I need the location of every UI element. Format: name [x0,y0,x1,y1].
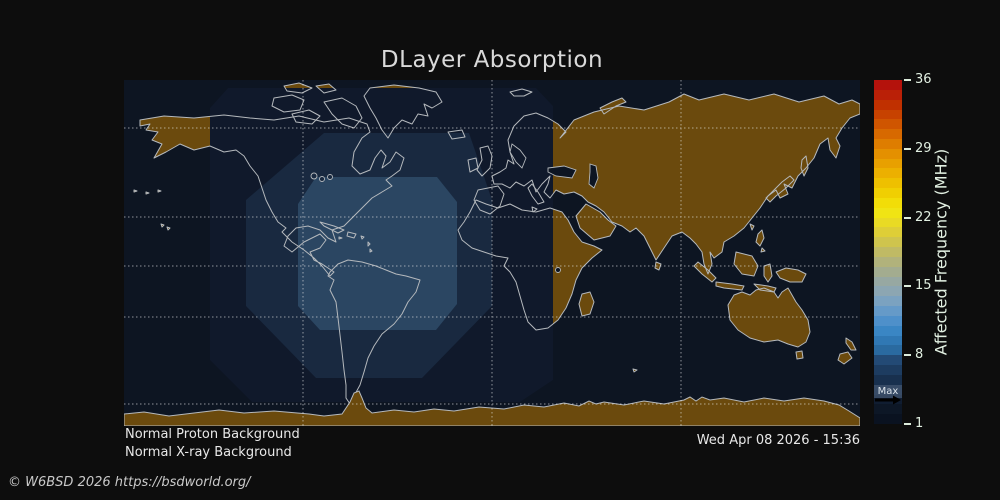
colorbar-tick-label: 1 [915,416,924,431]
colorbar-band [874,158,902,169]
colorbar-band [874,167,902,179]
colorbar-tick-label: 22 [915,209,932,225]
status-block: Normal Proton Background Normal X-ray Ba… [125,426,300,462]
gridlines [124,80,860,426]
great-lake-2 [319,176,325,182]
colorbar-band [874,217,902,228]
colorbar-band [874,364,902,375]
great-lake-1 [310,172,318,180]
colorbar-band [874,226,902,238]
colorbar-band [874,413,902,424]
colorbar-tick-mark [904,79,911,81]
colorbar-band [874,207,902,218]
colorbar-band [874,79,902,90]
colorbar-band [874,403,902,415]
colorbar-band [874,118,902,130]
colorbar-band [874,128,902,139]
colorbar-band [874,354,902,366]
colorbar-tick-label: 15 [915,278,932,294]
timestamp-label: Wed Apr 08 2026 - 15:36 [696,433,860,448]
colorbar-band [874,236,902,248]
lake-victoria [555,267,561,273]
colorbar-band [874,246,902,257]
black-sea [547,165,577,179]
colorbar-axis-label: Affected Frequency (MHz) [931,148,951,356]
colorbar-tick-label: 29 [915,140,932,156]
colorbar-max-label: Max [877,386,899,398]
colorbar: Max [874,79,902,424]
xray-status-label: Normal X-ray Background [125,445,292,460]
inland-seas [310,143,599,273]
great-lake-3 [327,174,333,180]
world-map [124,80,860,426]
colorbar-band [874,266,902,277]
colorbar-band [874,197,902,208]
copyright-label: © W6BSD 2026 https://bsdworld.org/ [8,475,251,490]
colorbar-tick-mark [904,285,911,288]
colorbar-band [874,138,902,149]
colorbar-tick-mark [904,423,911,425]
colorbar-band [874,374,902,385]
colorbar-band [874,315,902,326]
colorbar-band [874,89,902,100]
colorbar-band [874,177,902,189]
colorbar-band [874,295,902,307]
colorbar-band [874,99,902,110]
colorbar-tick-mark [904,216,911,219]
colorbar-band [874,335,902,346]
colorbar-band [874,148,902,159]
proton-status-label: Normal Proton Background [125,427,300,442]
colorbar-band [874,109,902,120]
colorbar-band [874,187,902,198]
colorbar-band [874,276,902,287]
colorbar-band [874,285,902,297]
colorbar-tick-label: 8 [915,347,924,363]
page-title: DLayer Absorption [380,47,604,73]
colorbar-band [874,325,902,336]
colorbar-band [874,305,902,316]
caspian-sea [588,163,599,189]
colorbar-tick-mark [904,147,911,150]
colorbar-max-marker: Max [874,385,902,399]
colorbar-band [874,344,902,356]
colorbar-tick-mark [904,354,911,357]
colorbar-tick-label: 36 [915,72,932,87]
baltic-sea [509,143,527,169]
colorbar-band [874,256,902,267]
colorbar-max-arrow-icon [875,395,901,405]
